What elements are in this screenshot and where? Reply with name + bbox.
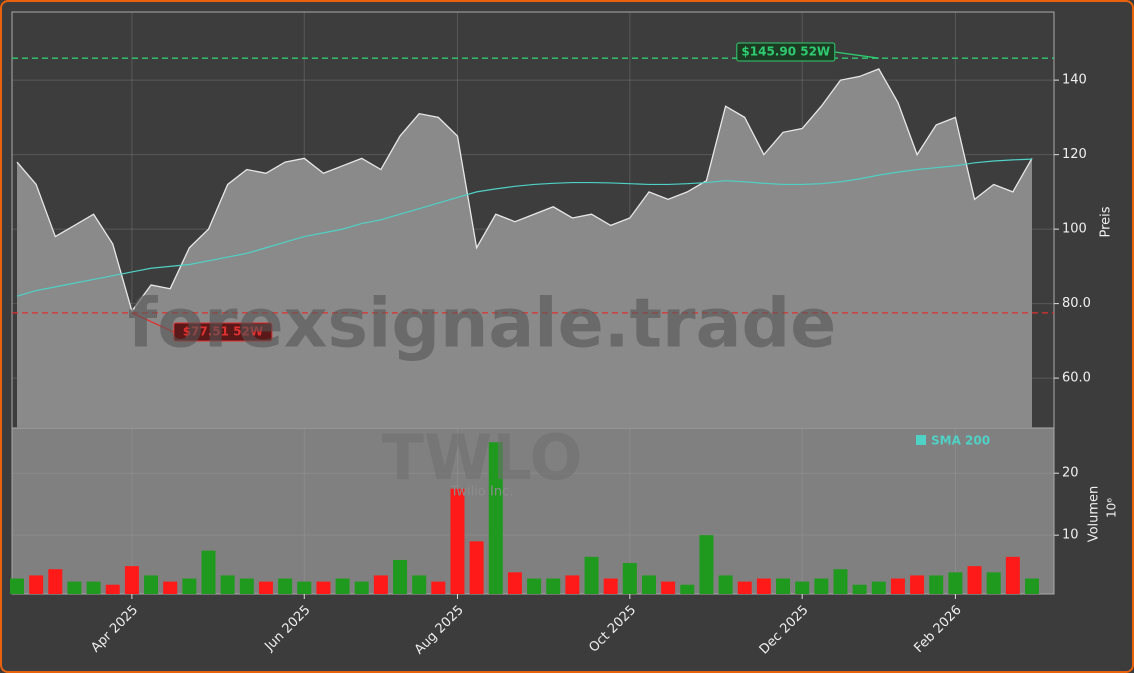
annotation-box — [173, 322, 273, 342]
volume-bar — [546, 578, 561, 594]
x-tick-label: Feb 2026 — [912, 603, 965, 656]
price-line — [16, 68, 1033, 313]
volume-bar — [967, 566, 982, 594]
volume-bar — [814, 578, 829, 594]
annotation-label: $145.90 52W — [741, 44, 830, 58]
volume-bar — [929, 575, 944, 594]
volume-bar — [622, 563, 637, 594]
volume-bar — [661, 581, 676, 594]
volume-bar — [450, 488, 465, 594]
legend-label: SMA 200 — [931, 434, 990, 448]
y-tick-label: 120 — [1062, 147, 1087, 162]
volume-bar — [852, 584, 867, 594]
x-tick-label: Apr 2025 — [88, 603, 141, 656]
y-tick-label: 10 — [1062, 528, 1079, 543]
volume-bar — [144, 575, 159, 594]
x-tick-label: Aug 2025 — [412, 603, 467, 658]
y-tick-label: 80.0 — [1062, 296, 1091, 311]
watermark-site: forexsignale.trade — [128, 285, 837, 364]
volume-bar — [124, 566, 139, 594]
volume-bar — [354, 581, 369, 594]
volume-bar — [871, 581, 886, 594]
volume-bar — [412, 575, 427, 594]
volume-bar — [948, 572, 963, 594]
volume-panel — [11, 427, 1055, 595]
volume-bar — [163, 581, 178, 594]
volume-bar — [603, 578, 618, 594]
volume-bar — [258, 581, 273, 594]
volume-bar — [10, 578, 24, 594]
volume-bar — [507, 572, 522, 594]
annotation-arrow — [131, 312, 175, 333]
volume-bar — [105, 584, 120, 594]
volume-bar — [565, 575, 580, 594]
volume-offset-text: 10⁶ — [1105, 498, 1119, 518]
volume-bar — [488, 442, 503, 594]
volume-bar — [335, 578, 350, 594]
y-tick-label: 100 — [1062, 222, 1087, 237]
volume-bar — [316, 581, 331, 594]
y-tick-label: 60.0 — [1062, 371, 1091, 386]
volume-bar — [86, 581, 101, 594]
volume-bar — [737, 581, 752, 594]
volume-bar — [795, 581, 810, 594]
watermark-symbol: TWLO — [382, 421, 583, 494]
watermark-company: Twilio Inc. — [450, 485, 514, 500]
volume-bar — [910, 575, 925, 594]
volume-bar — [680, 584, 695, 594]
y-tick-label: 20 — [1062, 466, 1079, 481]
volume-bar — [641, 575, 656, 594]
x-tick-label: Dec 2025 — [757, 603, 812, 658]
volume-bar — [527, 578, 542, 594]
volume-bar — [201, 550, 216, 594]
volume-bar — [239, 578, 254, 594]
annotation-box — [736, 42, 836, 62]
annotation-label: $77.51 52W — [183, 325, 263, 339]
volume-bar — [297, 581, 312, 594]
volume-bar — [469, 541, 484, 594]
volume-bar — [278, 578, 293, 594]
sma-line — [16, 158, 1033, 297]
volume-bar — [48, 569, 63, 594]
volume-bar — [1025, 578, 1039, 594]
legend-swatch — [916, 435, 926, 445]
volume-bar — [986, 572, 1001, 594]
price-axis-label: Preis — [1099, 206, 1114, 237]
volume-bar — [718, 575, 733, 594]
volume-bar — [67, 581, 82, 594]
volume-bar — [776, 578, 791, 594]
volume-bar — [699, 535, 714, 594]
volume-bar — [393, 559, 408, 594]
y-tick-label: 140 — [1062, 73, 1087, 88]
volume-bar — [1005, 556, 1020, 594]
volume-bar — [220, 575, 235, 594]
volume-bar — [756, 578, 771, 594]
volume-bar — [182, 578, 197, 594]
volume-bar — [431, 581, 446, 594]
volume-bar — [373, 575, 388, 594]
volume-bar — [29, 575, 44, 594]
volume-bar — [584, 556, 599, 594]
volume-bar — [890, 578, 905, 594]
x-tick-label: Jun 2025 — [262, 603, 314, 655]
volume-axis-label: Volumen — [1087, 486, 1102, 543]
volume-bar — [833, 569, 848, 594]
x-tick-label: Oct 2025 — [586, 603, 639, 656]
annotation-arrow — [834, 51, 879, 59]
